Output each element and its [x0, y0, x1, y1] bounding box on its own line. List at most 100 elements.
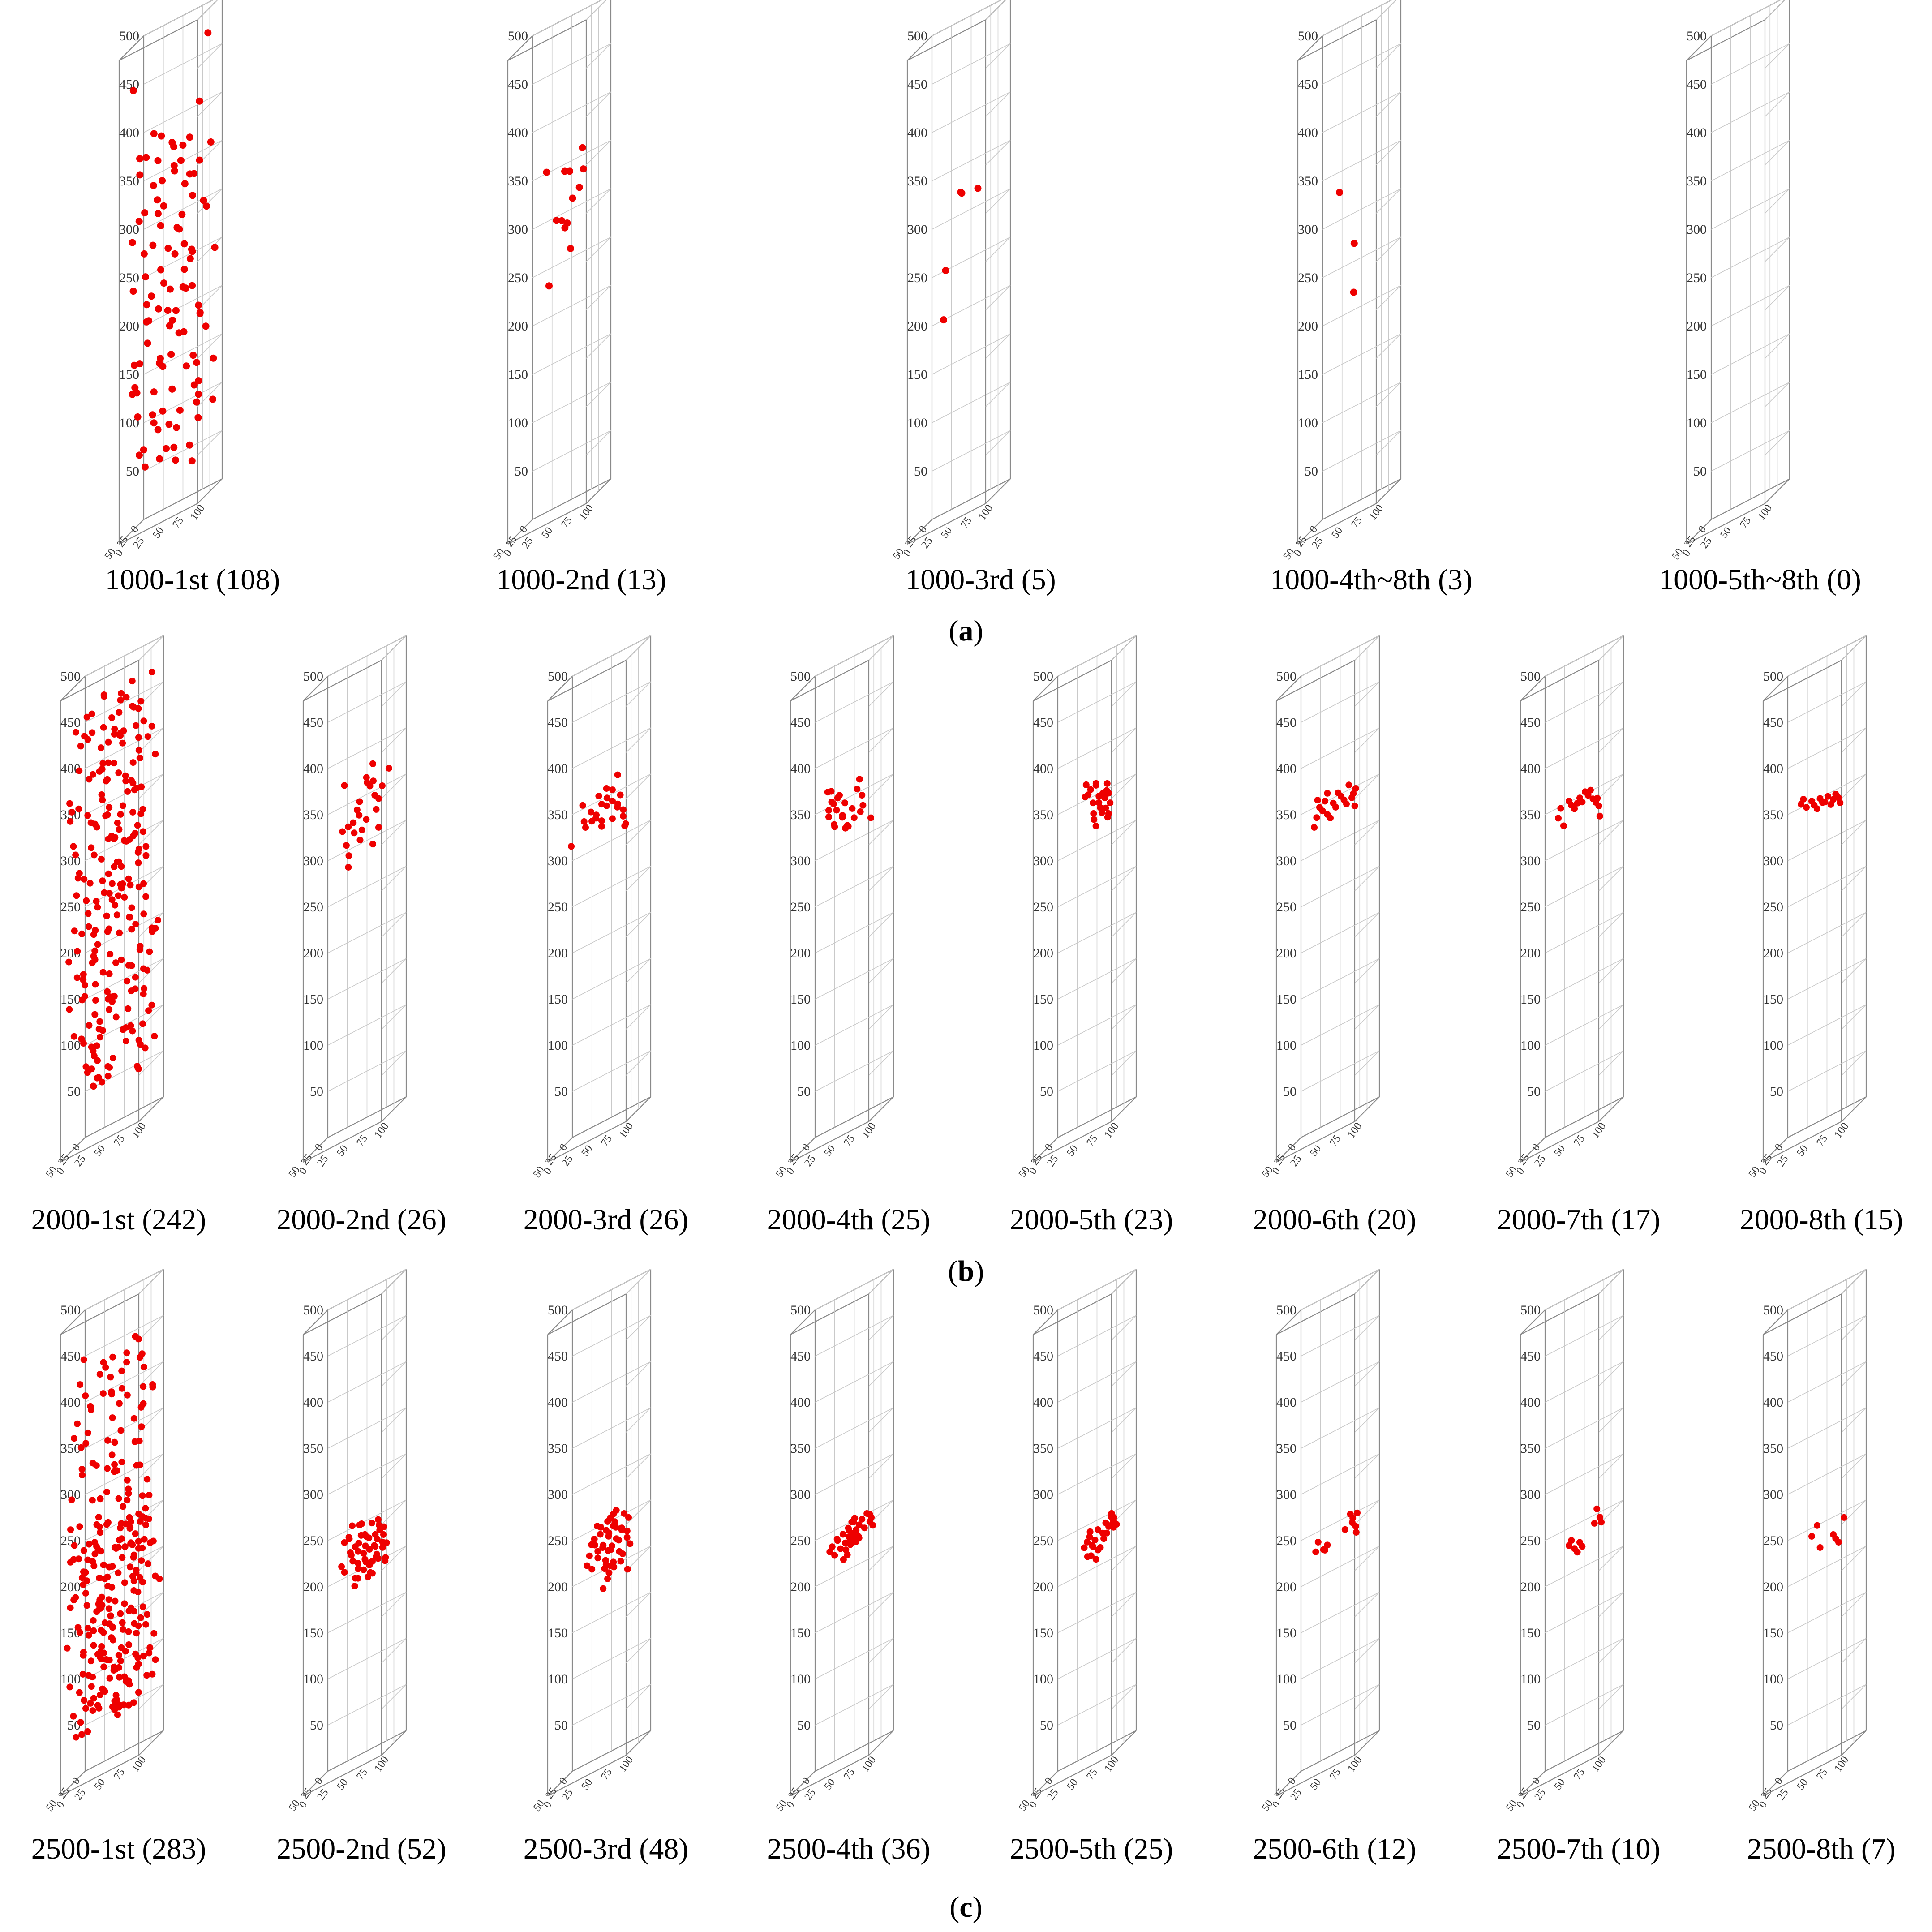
data-point [123, 1359, 130, 1366]
grid-line [1057, 1407, 1137, 1449]
data-point [67, 1558, 74, 1566]
data-point [94, 1702, 101, 1709]
grid-line [1545, 635, 1624, 677]
data-point [178, 210, 186, 218]
data-point [115, 892, 122, 899]
y-tick-label: 75 [112, 1133, 127, 1149]
data-point [940, 316, 947, 324]
data-point [183, 362, 190, 370]
z-tick-label: 200 [907, 319, 927, 334]
data-point [1322, 798, 1328, 805]
data-point [123, 1349, 130, 1357]
part-label: (b) [948, 1255, 984, 1288]
data-point [93, 824, 100, 831]
grid-line [1545, 1453, 1624, 1495]
z-tick-label: 250 [119, 270, 139, 285]
data-point [361, 1556, 369, 1563]
data-point [67, 1526, 74, 1533]
y-tick-label: 100 [859, 1754, 878, 1774]
z-tick-label: 300 [548, 1487, 568, 1502]
data-point [129, 239, 136, 246]
panel-caption: 2500-8th (7) [1747, 1833, 1896, 1865]
data-point [168, 385, 176, 393]
data-point [117, 1657, 124, 1665]
data-point [355, 1540, 362, 1547]
data-point [575, 184, 583, 191]
data-point [1345, 781, 1352, 789]
z-tick-label: 150 [1033, 1626, 1053, 1640]
data-point [591, 1536, 598, 1543]
grid-line [1057, 1684, 1137, 1726]
grid-line [1301, 1638, 1380, 1679]
z-tick-label: 250 [1520, 900, 1541, 914]
grid-line [1787, 820, 1867, 861]
grid-line [1787, 727, 1867, 769]
data-point [86, 880, 94, 887]
data-point [71, 927, 78, 935]
data-point [124, 788, 131, 795]
data-point [100, 693, 107, 700]
y-tick-label: 75 [841, 1133, 857, 1149]
data-point [108, 1634, 115, 1641]
z-tick-label: 500 [548, 1303, 568, 1318]
data-point [83, 1602, 90, 1609]
z-tick-label: 300 [1520, 1487, 1541, 1502]
grid-line [327, 681, 407, 723]
y-tick-label: 75 [1084, 1133, 1100, 1149]
data-point [1095, 1546, 1101, 1554]
data-point [105, 1605, 112, 1612]
data-point [1092, 782, 1099, 789]
grid-line [1301, 1499, 1380, 1541]
data-point [104, 1073, 112, 1080]
scatter-panel: 5010015020025030035040045050002550025507… [287, 635, 407, 1180]
data-point [98, 791, 105, 798]
data-point [608, 1542, 615, 1550]
data-point [845, 823, 852, 830]
grid-line [1787, 1407, 1867, 1449]
y-tick-label: 25 [1045, 1787, 1060, 1803]
z-tick-label: 50 [67, 1084, 81, 1099]
data-point [627, 1540, 634, 1547]
data-point [142, 852, 150, 859]
data-point [613, 1507, 620, 1514]
grid-line [1322, 188, 1401, 230]
z-tick-label: 250 [1276, 1533, 1297, 1548]
data-point [179, 142, 187, 149]
z-tick-label: 250 [548, 900, 568, 914]
z-tick-label: 100 [1520, 1672, 1541, 1687]
scatter-panel: 5010015020025030035040045050002550025507… [1017, 1269, 1137, 1813]
z-tick-label: 400 [303, 761, 323, 776]
data-point [356, 811, 363, 819]
data-point [853, 1526, 860, 1533]
z-tick-label: 500 [60, 1303, 81, 1318]
data-point [119, 739, 126, 747]
frame-plane [303, 1269, 407, 1335]
y-tick-label: 50 [579, 1143, 595, 1159]
y-tick-label: 25 [519, 535, 535, 551]
y-tick-label: 25 [72, 1153, 88, 1169]
grid-line [815, 1592, 894, 1633]
part-label-open: ( [949, 1891, 959, 1923]
data-point [376, 1522, 382, 1528]
grid-line [815, 1546, 894, 1587]
data-point [1350, 790, 1357, 797]
grid-line [143, 382, 223, 423]
data-point [140, 991, 147, 997]
grid-line [1787, 1546, 1867, 1587]
data-point [1591, 1520, 1598, 1527]
frame-plane [60, 1096, 164, 1163]
data-point [866, 1511, 873, 1518]
data-point [142, 1521, 149, 1528]
data-point [140, 1364, 147, 1370]
y-tick-label: 50 [539, 525, 555, 541]
frame-plane [119, 478, 223, 545]
scatter-panel: 5010015020025030035040045050002550025507… [531, 1269, 652, 1813]
data-point [135, 705, 142, 712]
data-point [149, 241, 157, 249]
data-point [341, 1569, 348, 1576]
grid-line [1322, 43, 1401, 85]
z-tick-label: 150 [303, 992, 323, 1007]
data-point [857, 808, 864, 815]
data-point [180, 240, 188, 248]
data-point [610, 1563, 618, 1571]
